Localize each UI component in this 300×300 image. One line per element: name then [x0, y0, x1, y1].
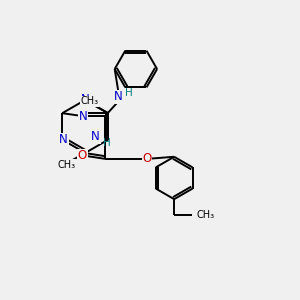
Text: O: O: [78, 149, 87, 162]
Text: CH₃: CH₃: [196, 210, 214, 220]
Text: CH₃: CH₃: [81, 96, 99, 106]
Text: H: H: [103, 138, 110, 148]
Text: N: N: [79, 110, 87, 123]
Text: N: N: [114, 91, 123, 103]
Text: CH₃: CH₃: [58, 160, 76, 170]
Text: O: O: [142, 152, 152, 165]
Text: N: N: [91, 130, 100, 143]
Text: N: N: [81, 93, 90, 106]
Text: H: H: [125, 88, 133, 98]
Text: N: N: [59, 133, 68, 146]
